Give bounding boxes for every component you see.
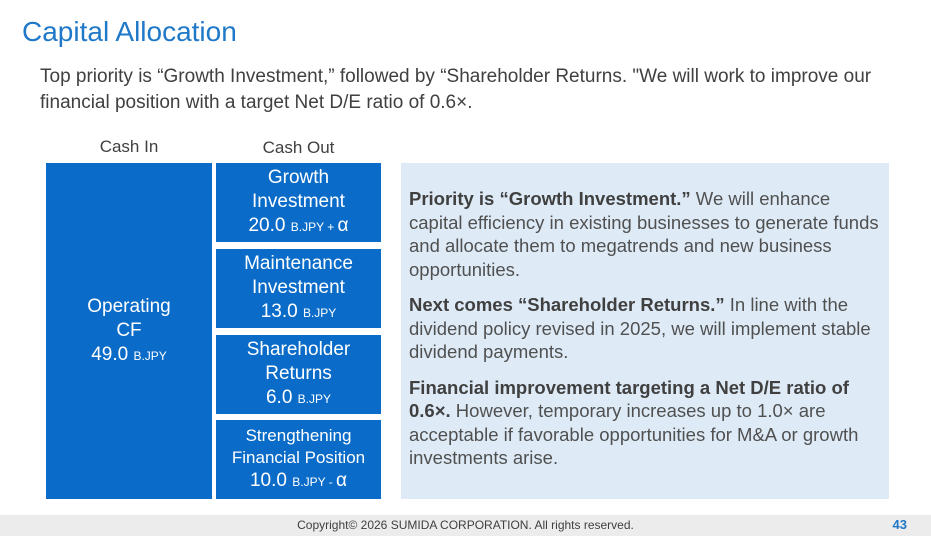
maintenance-investment-unit: B.JPY [302,306,337,320]
explanation-panel: Priority is “Growth Investment.” We will… [401,163,889,499]
operating-cf-amount: 49.0 [91,343,129,365]
operating-cf-box: Operating CF 49.0 B.JPY [46,163,212,499]
operating-cf-amount-line: 49.0 B.JPY [91,343,167,368]
growth-investment-label-2: Investment [252,191,345,212]
growth-investment-unit: B.JPY + [290,220,338,234]
shareholder-returns-box: Shareholder Returns 6.0 B.JPY [216,335,381,414]
shareholder-returns-label-2: Returns [265,363,332,384]
growth-investment-label-1: Growth [267,167,330,188]
shareholder-paragraph: Next comes “Shareholder Returns.” In lin… [409,293,881,364]
strengthening-label-1: Strengthening [245,426,352,445]
growth-investment-amount-line: 20.0 B.JPY + α [248,214,348,239]
operating-cf-label-2: CF [116,319,142,341]
shareholder-returns-unit: B.JPY [297,392,332,406]
growth-investment-box: Growth Investment 20.0 B.JPY + α [216,163,381,242]
strengthening-label-2: Financial Position [231,448,366,467]
maintenance-investment-amount: 13.0 [260,301,298,322]
page-subtitle: Top priority is “Growth Investment,” fol… [40,66,872,113]
page-number: 43 [892,517,907,532]
copyright-text: Copyright© 2026 SUMIDA CORPORATION. All … [297,518,634,532]
operating-cf-label-1: Operating [87,295,171,317]
strengthening-alpha: α [336,470,348,491]
maintenance-investment-box: Maintenance Investment 13.0 B.JPY [216,249,381,328]
maintenance-investment-label-2: Investment [252,277,345,298]
maintenance-investment-label-1: Maintenance [244,253,353,274]
strengthening-financial-position-box: Strengthening Financial Position 10.0 B.… [216,420,381,499]
growth-priority-heading: Priority is “Growth Investment.” [409,188,691,209]
shareholder-text: In line with the dividend policy revised… [409,294,871,362]
cash-in-header: Cash In [99,137,159,156]
strengthening-amount-line: 10.0 B.JPY - α [250,469,347,494]
maintenance-investment-amount-line: 13.0 B.JPY [261,300,337,325]
strengthening-amount: 10.0 [249,470,287,491]
financial-paragraph: Financial improvement targeting a Net D/… [409,376,881,470]
strengthening-unit: B.JPY - [292,475,337,489]
growth-priority-paragraph: Priority is “Growth Investment.” We will… [409,187,881,281]
growth-investment-alpha: α [337,215,349,236]
growth-investment-amount: 20.0 [248,215,286,236]
shareholder-returns-label-1: Shareholder [246,339,351,360]
financial-text: However, temporary increases up to 1.0× … [409,400,859,468]
growth-priority-text: We will enhance capital efficiency in ex… [409,188,879,280]
operating-cf-unit: B.JPY [133,348,167,363]
shareholder-returns-amount-line: 6.0 B.JPY [266,386,331,411]
cash-out-header: Cash Out [262,138,335,157]
footer-bar [0,515,931,536]
page-title: Capital Allocation [22,16,237,47]
shareholder-heading: Next comes “Shareholder Returns.” [409,294,725,315]
financial-heading: Financial improvement targeting a Net D/… [409,376,849,422]
shareholder-returns-amount: 6.0 [265,387,293,408]
